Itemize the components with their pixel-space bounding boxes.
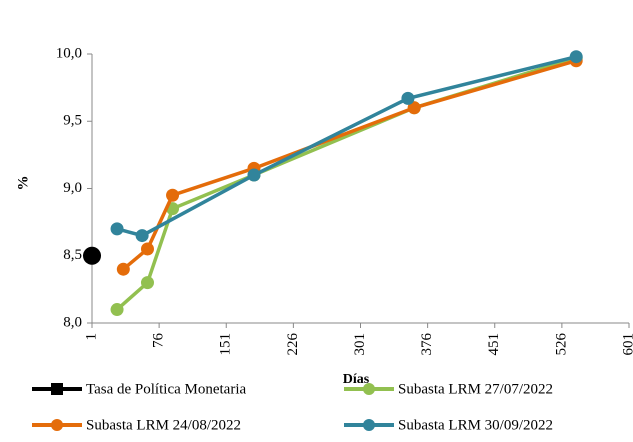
x-tick-label: 226 [285, 333, 301, 356]
series-point [110, 303, 124, 317]
legend-label: Subasta LRM 24/08/2022 [86, 417, 241, 433]
legend-marker [51, 419, 63, 431]
series-point [569, 50, 583, 64]
series-point [140, 242, 154, 256]
x-tick-label: 376 [419, 333, 435, 356]
legend-label: Subasta LRM 30/09/2022 [398, 417, 553, 433]
series-point [166, 188, 180, 202]
y-axis-label: % [15, 176, 31, 191]
y-tick-label: 10,0 [56, 45, 82, 61]
x-tick-label: 151 [218, 333, 234, 356]
legend-marker [363, 419, 375, 431]
x-tick-label: 76 [151, 333, 167, 349]
y-tick-label: 8,0 [63, 314, 82, 330]
series-point [247, 168, 261, 182]
x-tick-label: 451 [486, 333, 502, 356]
x-axis-label: Días [343, 372, 370, 387]
series-point [83, 246, 101, 265]
y-tick-label: 8,5 [63, 247, 82, 263]
x-tick-label: 301 [352, 333, 368, 356]
series-point [407, 101, 421, 115]
series-line [115, 56, 577, 311]
y-tick-label: 9,0 [63, 180, 82, 196]
x-tick-label: 1 [83, 333, 99, 341]
series-point [401, 91, 415, 105]
y-tick-label: 9,5 [63, 113, 82, 129]
x-tick-label: 526 [553, 333, 569, 356]
legend-label: Subasta LRM 27/07/2022 [398, 381, 553, 397]
series-point [135, 229, 149, 243]
legend-label: Tasa de Política Monetaria [86, 381, 246, 397]
series-point [140, 276, 154, 290]
series-point [116, 262, 130, 276]
legend-marker [363, 383, 375, 395]
series-line [122, 59, 577, 271]
legend-marker [51, 383, 63, 395]
series-point [110, 222, 124, 236]
x-tick-label: 601 [620, 333, 633, 356]
series-line [116, 54, 577, 238]
